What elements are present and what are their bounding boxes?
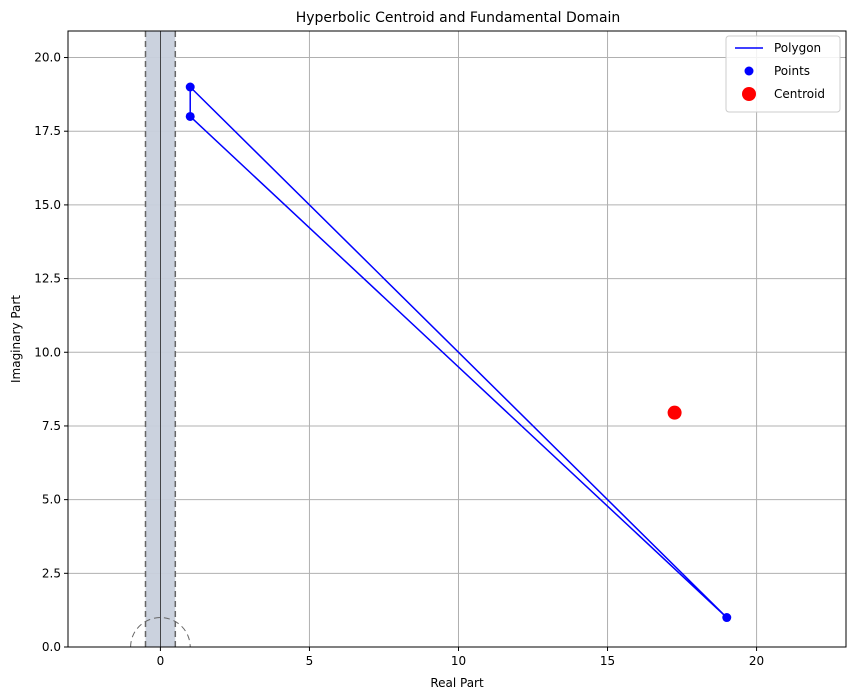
y-tick-label: 2.5 (42, 566, 61, 580)
x-tick-label: 15 (600, 654, 615, 668)
legend-swatch-marker (744, 66, 754, 76)
unit-circle-arc (130, 617, 191, 647)
x-tick-label: 10 (451, 654, 466, 668)
legend: Polygon Points Centroid (725, 35, 841, 113)
axis-ticks: 0 5 10 15 20 0.0 2.5 5.0 7.5 10.0 12.5 15.0 17.5 20.0 (34, 51, 764, 668)
x-tick-label: 20 (749, 654, 764, 668)
x-tick-label: 0 (157, 654, 165, 668)
fundamental-domain (130, 31, 191, 647)
centroid-point (667, 405, 682, 420)
polygon-vertex-point (185, 111, 195, 121)
grid-lines (68, 31, 846, 648)
y-tick-label: 10.0 (34, 345, 61, 359)
legend-swatch-marker (742, 87, 756, 101)
y-tick-label: 5.0 (42, 493, 61, 507)
polygon-vertex-point (185, 82, 195, 92)
chart-title: Hyperbolic Centroid and Fundamental Doma… (296, 10, 621, 26)
y-axis-label: Imaginary Part (9, 295, 23, 383)
y-tick-label: 7.5 (42, 419, 61, 433)
y-tick-label: 12.5 (34, 272, 61, 286)
polygon-vertex-point (722, 613, 732, 623)
x-axis-label: Real Part (430, 676, 484, 690)
legend-label: Centroid (774, 87, 825, 101)
legend-label: Polygon (774, 41, 821, 55)
data-series (185, 82, 732, 623)
y-tick-label: 0.0 (42, 640, 61, 654)
x-tick-label: 5 (306, 654, 314, 668)
y-tick-label: 17.5 (34, 124, 61, 138)
legend-label: Points (774, 64, 810, 78)
y-tick-label: 20.0 (34, 51, 61, 65)
y-tick-label: 15.0 (34, 198, 61, 212)
axes-frame (67, 30, 847, 648)
polygon-line (189, 85, 728, 619)
plot-area: 0 5 10 15 20 0.0 2.5 5.0 7.5 10.0 12.5 15.0 17.5 20.0 (34, 30, 847, 668)
